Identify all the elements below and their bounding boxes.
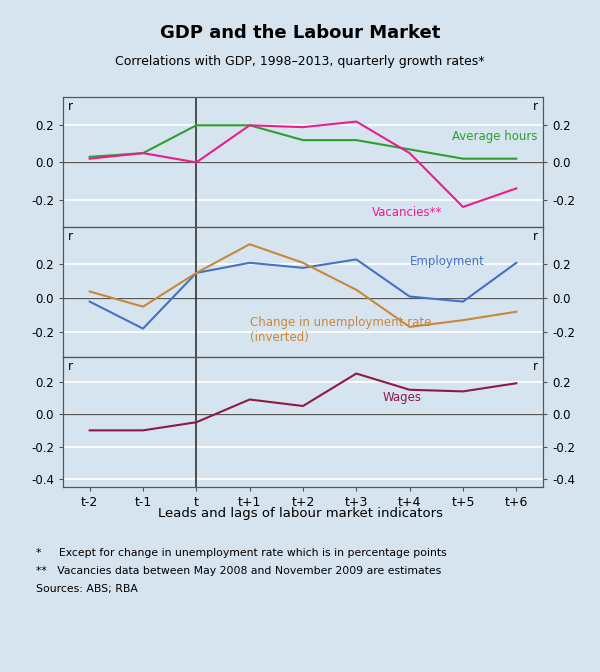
Text: Leads and lags of labour market indicators: Leads and lags of labour market indicato… bbox=[157, 507, 443, 520]
Text: r: r bbox=[533, 360, 538, 373]
Text: r: r bbox=[68, 230, 73, 243]
Text: Change in unemployment rate
(inverted): Change in unemployment rate (inverted) bbox=[250, 317, 431, 344]
Text: Vacancies**: Vacancies** bbox=[373, 206, 443, 219]
Text: GDP and the Labour Market: GDP and the Labour Market bbox=[160, 24, 440, 42]
Text: **   Vacancies data between May 2008 and November 2009 are estimates: ** Vacancies data between May 2008 and N… bbox=[36, 566, 441, 576]
Text: *     Except for change in unemployment rate which is in percentage points: * Except for change in unemployment rate… bbox=[36, 548, 447, 558]
Text: Correlations with GDP, 1998–2013, quarterly growth rates*: Correlations with GDP, 1998–2013, quarte… bbox=[115, 55, 485, 68]
Text: r: r bbox=[533, 230, 538, 243]
Text: r: r bbox=[68, 360, 73, 373]
Text: r: r bbox=[68, 100, 73, 113]
Text: Average hours: Average hours bbox=[452, 130, 538, 143]
Text: Sources: ABS; RBA: Sources: ABS; RBA bbox=[36, 584, 138, 594]
Text: r: r bbox=[533, 100, 538, 113]
Text: Wages: Wages bbox=[383, 391, 422, 405]
Text: Employment: Employment bbox=[410, 255, 485, 267]
